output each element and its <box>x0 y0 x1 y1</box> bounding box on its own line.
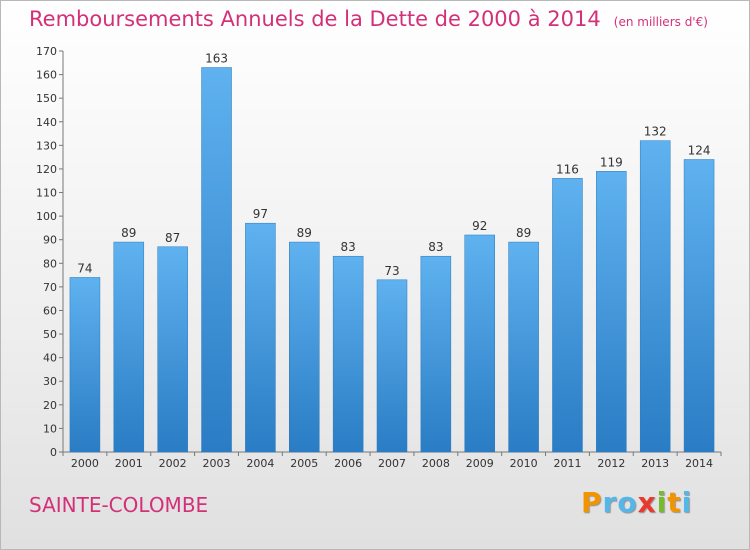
y-tick-label: 90 <box>43 234 57 247</box>
x-tick-label-2003: 2003 <box>203 457 231 470</box>
x-tick-label-2014: 2014 <box>685 457 713 470</box>
value-label-2012: 119 <box>600 155 623 169</box>
x-tick-label-2006: 2006 <box>334 457 362 470</box>
y-tick-label: 150 <box>36 92 57 105</box>
bar-2007 <box>376 279 408 453</box>
bar-2006 <box>332 255 364 453</box>
bar-2011 <box>552 178 583 453</box>
value-label-2007: 73 <box>384 264 399 278</box>
bar-2004 <box>245 222 276 453</box>
x-tick-label-2004: 2004 <box>246 457 274 470</box>
y-tick-label: 50 <box>43 328 57 341</box>
x-tick-label-2007: 2007 <box>378 457 406 470</box>
logo-letter: o <box>617 486 638 519</box>
value-label-2002: 87 <box>165 231 180 245</box>
y-tick-label: 100 <box>36 210 57 223</box>
x-tick-label-2008: 2008 <box>422 457 450 470</box>
y-tick-label: 10 <box>43 422 57 435</box>
y-tick-label: 120 <box>36 163 57 176</box>
bar-2008 <box>420 255 452 453</box>
logo-letter: x <box>637 486 657 519</box>
value-label-2000: 74 <box>77 261 92 275</box>
x-tick-label-2011: 2011 <box>553 457 581 470</box>
y-tick-label: 170 <box>36 45 57 58</box>
y-tick-label: 20 <box>43 399 57 412</box>
x-tick-label-2002: 2002 <box>159 457 187 470</box>
place-name: SAINTE-COLOMBE <box>29 493 209 517</box>
logo-letter: t <box>667 486 682 519</box>
x-tick-label-2009: 2009 <box>466 457 494 470</box>
y-tick-label: 40 <box>43 352 57 365</box>
chart-bars <box>69 67 715 453</box>
bar-2000 <box>69 277 101 453</box>
y-tick-label: 70 <box>43 281 57 294</box>
bar-2003 <box>201 67 232 453</box>
x-tick-label-2010: 2010 <box>510 457 538 470</box>
value-label-2014: 124 <box>688 144 711 158</box>
chart-value-labels: 74 89 87 163 97 89 83 73 83 92 89 116 119 132 124 <box>77 52 710 278</box>
value-label-2006: 83 <box>340 240 355 254</box>
x-tick-label-2005: 2005 <box>290 457 318 470</box>
value-label-2013: 132 <box>644 125 667 139</box>
x-tick-label-2001: 2001 <box>115 457 143 470</box>
logo-letter: P <box>581 486 603 519</box>
bar-2012 <box>596 171 627 453</box>
value-label-2011: 116 <box>556 162 579 176</box>
bar-2010 <box>508 241 539 453</box>
y-tick-label: 130 <box>36 139 57 152</box>
y-tick-label: 110 <box>36 187 57 200</box>
value-label-2010: 89 <box>516 226 531 240</box>
bar-2002 <box>157 246 188 453</box>
value-label-2008: 83 <box>428 240 443 254</box>
chart-unit-label: (en milliers d'€) <box>613 15 708 29</box>
chart-axes: 0 10 20 30 40 50 60 70 80 90 100 110 120 130 140 150 160… <box>36 45 722 470</box>
value-label-2005: 89 <box>297 226 312 240</box>
bar-2014 <box>683 159 715 453</box>
logo-letter: i <box>656 486 668 519</box>
bar-2009 <box>464 234 495 453</box>
logo-letter: i <box>681 486 693 519</box>
y-tick-label: 140 <box>36 116 57 129</box>
x-tick-label-2012: 2012 <box>597 457 625 470</box>
value-label-2009: 92 <box>472 219 487 233</box>
chart-title: Remboursements Annuels de la Dette de 20… <box>29 7 708 31</box>
y-tick-label: 160 <box>36 69 57 82</box>
y-tick-label: 30 <box>43 375 57 388</box>
y-tick-label: 0 <box>50 446 57 459</box>
y-tick-label: 80 <box>43 257 57 270</box>
value-label-2004: 97 <box>253 207 268 221</box>
value-label-2003: 163 <box>205 52 228 66</box>
proxiti-logo: Proxiti <box>581 486 692 519</box>
bar-2001 <box>113 241 145 453</box>
bar-2013 <box>639 140 671 453</box>
x-tick-label-2013: 2013 <box>641 457 669 470</box>
bar-2005 <box>289 241 320 453</box>
value-label-2001: 89 <box>121 226 136 240</box>
y-tick-label: 60 <box>43 304 57 317</box>
chart-title-text: Remboursements Annuels de la Dette de 20… <box>29 7 601 31</box>
logo-letter: r <box>602 486 618 519</box>
x-tick-label-2000: 2000 <box>71 457 99 470</box>
